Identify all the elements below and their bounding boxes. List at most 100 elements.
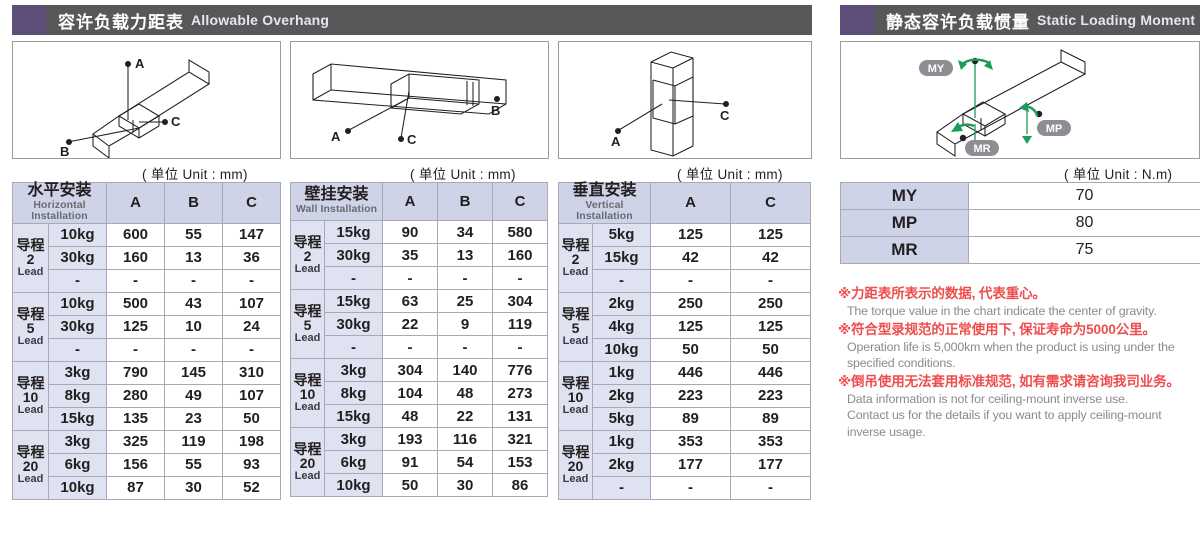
load-value-cell: 15kg	[324, 289, 383, 313]
lead-group-label-20: 导程 20 Lead	[558, 429, 593, 500]
cell-c: 42	[730, 245, 811, 270]
load-value-cell: 30kg	[324, 243, 383, 267]
label-c: C	[720, 108, 730, 123]
diagram-vertical-installation: A C	[558, 41, 812, 159]
table-row: 30kg 160 13 36	[13, 245, 281, 270]
table-row: 导程 20 Lead 3kg 325 119 198	[12, 429, 281, 500]
point-b-marker	[66, 139, 72, 145]
label-c: C	[171, 114, 181, 129]
section-title-en: Allowable Overhang	[191, 12, 330, 28]
cell-a: 22	[382, 312, 438, 336]
load-value-cell: 3kg	[324, 358, 383, 382]
point-a-marker	[345, 128, 351, 134]
note-item: ※符合型录规范的正常使用下, 保证寿命为5000公里。 Operation lif…	[838, 321, 1200, 372]
cell-a: 125	[106, 314, 165, 339]
cell-c: -	[730, 475, 811, 500]
load-value-cell: 30kg	[48, 245, 107, 270]
label-b: B	[491, 103, 500, 118]
cell-a: 125	[650, 314, 731, 339]
lead-number: 5	[303, 317, 312, 334]
load-value-cell: 30kg	[324, 312, 383, 336]
table-row: 导程 2 Lead 5kg 125 125	[558, 222, 811, 293]
cell-b: 30	[164, 475, 223, 500]
cell-c: 50	[730, 337, 811, 362]
load-value-cell: 10kg	[324, 473, 383, 497]
cell-b: 22	[437, 404, 493, 428]
lead-group-label-10: 导程 10 Lead	[12, 360, 49, 431]
table-row: 导程 5 Lead 2kg 250 250	[558, 291, 811, 362]
cell-a: -	[106, 268, 165, 293]
point-c-marker	[162, 119, 168, 125]
table-row: ----	[13, 337, 281, 362]
cell-c: 310	[222, 360, 281, 385]
cell-c: 52	[222, 475, 281, 500]
lead-cn: 导程	[293, 234, 322, 251]
cell-c: -	[222, 268, 281, 293]
label-b: B	[60, 144, 69, 158]
badge-mp: MP	[1037, 120, 1071, 136]
lead-group-label-10: 导程 10 Lead	[290, 358, 325, 428]
cell-c: 776	[492, 358, 548, 382]
cell-c: 160	[492, 243, 548, 267]
diagram-horizontal-installation: A B C	[12, 41, 281, 159]
cell-a: 193	[382, 427, 438, 451]
title-accent-swatch	[12, 5, 46, 35]
load-value-cell: 4kg	[592, 314, 651, 339]
cell-c: 93	[222, 452, 281, 477]
load-value-cell: 10kg	[592, 337, 651, 362]
cell-b: 48	[437, 381, 493, 405]
cell-b: 116	[437, 427, 493, 451]
cell-a: 353	[650, 429, 731, 454]
badge-my: MY	[919, 60, 953, 76]
cell-b: 54	[437, 450, 493, 474]
static-loading-moment-table: MY 70 MP 80 MR 75	[840, 182, 1200, 264]
note-cn: ※力距表所表示的数据, 代表重心。	[838, 286, 1046, 301]
column-header-a: A	[382, 182, 438, 221]
lead-cn: 导程	[16, 306, 45, 323]
lead-group-label-5: 导程 5 Lead	[12, 291, 49, 362]
lead-cn: 导程	[16, 375, 45, 392]
cell-c: 131	[492, 404, 548, 428]
cell-a: -	[382, 266, 438, 290]
cell-b: 119	[164, 429, 223, 454]
cell-b: 49	[164, 383, 223, 408]
section-title-en: Static Loading Moment	[1037, 12, 1196, 28]
note-item: ※倒吊使用无法套用标准规范, 如有需求请咨询我司业务。 Data informat…	[838, 373, 1200, 440]
note-en-line: Data information is not for ceiling-moun…	[847, 391, 1129, 406]
overhang-table-horizontal: 水平安装 Horizontal Installation A B C 导程 2 Lead 10k…	[12, 182, 281, 500]
my-arrowhead	[958, 60, 967, 70]
badge-mr: MR	[965, 140, 999, 156]
cell-c: 107	[222, 383, 281, 408]
lead-number: 20	[567, 458, 584, 475]
cell-b: 55	[164, 452, 223, 477]
lead-cn: 导程	[16, 237, 45, 254]
cell-c: 446	[730, 360, 811, 385]
cell-c: 89	[730, 406, 811, 431]
cell-a: 48	[382, 404, 438, 428]
cell-b: 13	[164, 245, 223, 270]
cell-b: -	[437, 266, 493, 290]
label-a: A	[331, 129, 341, 144]
lead-cn: 导程	[561, 444, 590, 461]
head-cn: 水平安装	[27, 182, 92, 199]
label-a: A	[135, 56, 145, 71]
point-c-marker	[723, 101, 729, 107]
moment-rail-drawing: MY MP MR	[919, 49, 1087, 157]
cell-b: 140	[437, 358, 493, 382]
lead-number: 10	[567, 389, 584, 406]
table-row: ---	[559, 268, 811, 293]
lead-cn: 导程	[293, 441, 322, 458]
moment-row: MY 70	[840, 182, 1200, 210]
lead-en: Lead	[294, 331, 321, 344]
lead-cn: 导程	[561, 237, 590, 254]
note-en-line: The torque value in the chart indicate t…	[847, 304, 1157, 319]
label-mr: MR	[973, 143, 990, 155]
load-value-cell: 2kg	[592, 452, 651, 477]
lead-number: 10	[22, 389, 39, 406]
note-en-line: Contact us for the details if you want t…	[847, 408, 1162, 423]
table-row: 导程 10 Lead 1kg 446 446	[558, 360, 811, 431]
load-value-cell: 3kg	[48, 360, 107, 385]
overhang-table-wall: 壁挂安装 Wall Installation A B C 导程 2 Lead 15kg 90 34 5…	[290, 182, 548, 497]
lead-en: Lead	[294, 469, 321, 482]
